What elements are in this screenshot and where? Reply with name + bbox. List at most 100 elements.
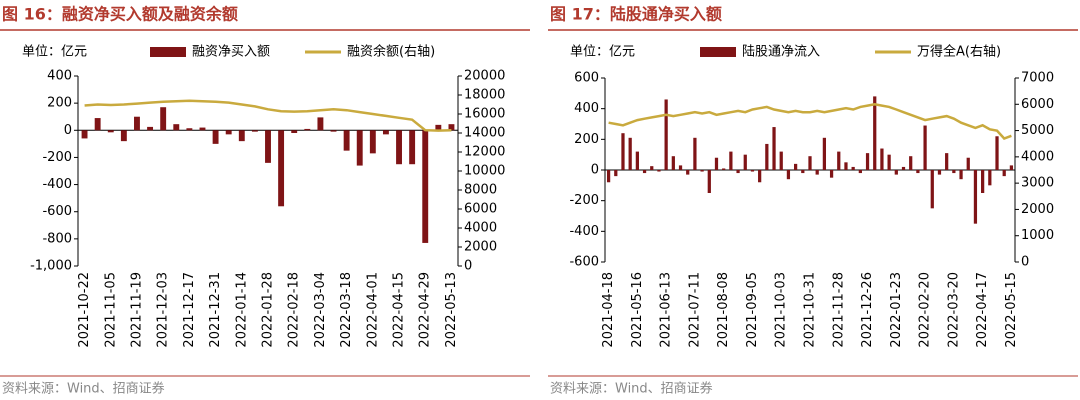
bar xyxy=(829,170,834,178)
y2-tick-label: 1000 xyxy=(1021,228,1054,243)
bar xyxy=(147,126,154,131)
bar xyxy=(356,130,363,166)
bar xyxy=(94,118,101,131)
y-tick-label: -800 xyxy=(42,231,72,246)
x-tick-label: 2022-05-13 xyxy=(444,272,459,348)
bar xyxy=(750,170,755,172)
legend-label: 融资余额(右轴) xyxy=(347,44,435,60)
x-tick-label: 2021-09-05 xyxy=(745,272,760,348)
bar xyxy=(134,116,140,131)
x-tick-label: 2021-11-28 xyxy=(831,272,846,348)
y-tick-label: 200 xyxy=(47,96,72,111)
bar xyxy=(317,117,324,131)
y-tick-label: -400 xyxy=(42,177,72,192)
bar xyxy=(186,128,193,131)
y-tick-label: -600 xyxy=(42,204,72,219)
y2-tick-label: 18000 xyxy=(464,88,505,103)
bar xyxy=(966,157,970,170)
bar xyxy=(382,130,389,135)
bar xyxy=(901,166,906,170)
bar xyxy=(160,107,167,131)
x-tick-label: 2021-04-18 xyxy=(601,272,616,348)
x-tick-label: 2021-11-19 xyxy=(129,272,144,348)
line-series xyxy=(84,99,452,132)
x-tick-label: 2022-03-04 xyxy=(313,272,328,348)
y-tick-label: 400 xyxy=(47,69,72,84)
x-tick-label: 2021-06-13 xyxy=(659,272,674,348)
bar xyxy=(707,170,711,193)
bar xyxy=(743,154,747,170)
bar xyxy=(937,170,942,175)
y-tick-label: 400 xyxy=(574,101,599,116)
bar xyxy=(815,170,819,175)
x-tick-label: 2022-04-15 xyxy=(392,272,407,348)
bar xyxy=(304,128,311,131)
bar xyxy=(973,170,978,224)
y-tick-label: 200 xyxy=(574,132,599,147)
bar xyxy=(758,170,762,183)
bar xyxy=(988,170,992,186)
y-tick-label: -200 xyxy=(569,193,599,208)
chart-title: 图 17：陆股通净买入额 xyxy=(550,5,722,24)
x-tick-label: 2021-10-03 xyxy=(774,272,789,348)
y2-tick-label: 4000 xyxy=(464,221,497,236)
bar xyxy=(409,130,416,165)
bar xyxy=(621,133,625,170)
x-tick-label: 2021-07-11 xyxy=(687,272,702,348)
bar xyxy=(173,124,180,131)
bar xyxy=(212,130,219,144)
bar xyxy=(722,168,726,170)
bar xyxy=(837,151,841,170)
legend-swatch xyxy=(700,47,736,57)
x-tick-label: 2021-12-17 xyxy=(182,272,197,348)
x-tick-label: 2021-12-03 xyxy=(156,272,171,348)
x-tick-label: 2022-02-20 xyxy=(918,272,933,348)
bar xyxy=(1009,165,1014,170)
bar xyxy=(822,137,827,170)
bar xyxy=(107,130,114,133)
y2-tick-label: 0 xyxy=(1021,255,1029,270)
y2-tick-label: 16000 xyxy=(464,107,505,122)
x-tick-label: 2022-02-18 xyxy=(287,272,302,348)
bar xyxy=(923,125,927,170)
bar xyxy=(786,170,791,180)
bar xyxy=(995,136,999,170)
y2-tick-label: 10000 xyxy=(464,164,505,179)
x-tick-label: 2022-01-14 xyxy=(234,272,249,348)
x-tick-label: 2021-12-31 xyxy=(208,272,223,348)
bar xyxy=(851,166,855,170)
bar xyxy=(772,127,776,170)
y-tick-label: -1,000 xyxy=(30,259,72,274)
bar xyxy=(671,156,675,170)
bar xyxy=(448,124,455,131)
bar xyxy=(614,170,618,177)
bar xyxy=(945,153,949,170)
bar xyxy=(1002,170,1006,177)
bar xyxy=(873,96,877,170)
x-tick-label: 2022-01-28 xyxy=(261,272,276,348)
bar xyxy=(981,170,985,193)
x-tick-label: 2021-05-16 xyxy=(630,272,645,348)
bar xyxy=(865,153,870,170)
bar xyxy=(729,151,733,170)
x-tick-label: 2022-04-29 xyxy=(418,272,433,348)
bar xyxy=(199,127,206,131)
bar xyxy=(959,170,963,180)
y-tick-label: 600 xyxy=(574,71,599,86)
bar xyxy=(278,130,285,207)
bar xyxy=(930,170,934,209)
y2-tick-label: 4000 xyxy=(1021,149,1054,164)
bar xyxy=(435,124,442,131)
bar xyxy=(765,143,769,170)
bar xyxy=(909,156,913,170)
bar xyxy=(396,130,402,165)
bar xyxy=(880,148,884,170)
bar xyxy=(686,170,690,175)
bar xyxy=(894,170,898,175)
bar xyxy=(808,156,812,170)
chart-title: 图 16：融资净买入额及融资余额 xyxy=(2,5,238,24)
bar xyxy=(330,130,337,132)
y2-tick-label: 12000 xyxy=(464,145,505,160)
unit: 单位：亿元 xyxy=(22,45,87,60)
